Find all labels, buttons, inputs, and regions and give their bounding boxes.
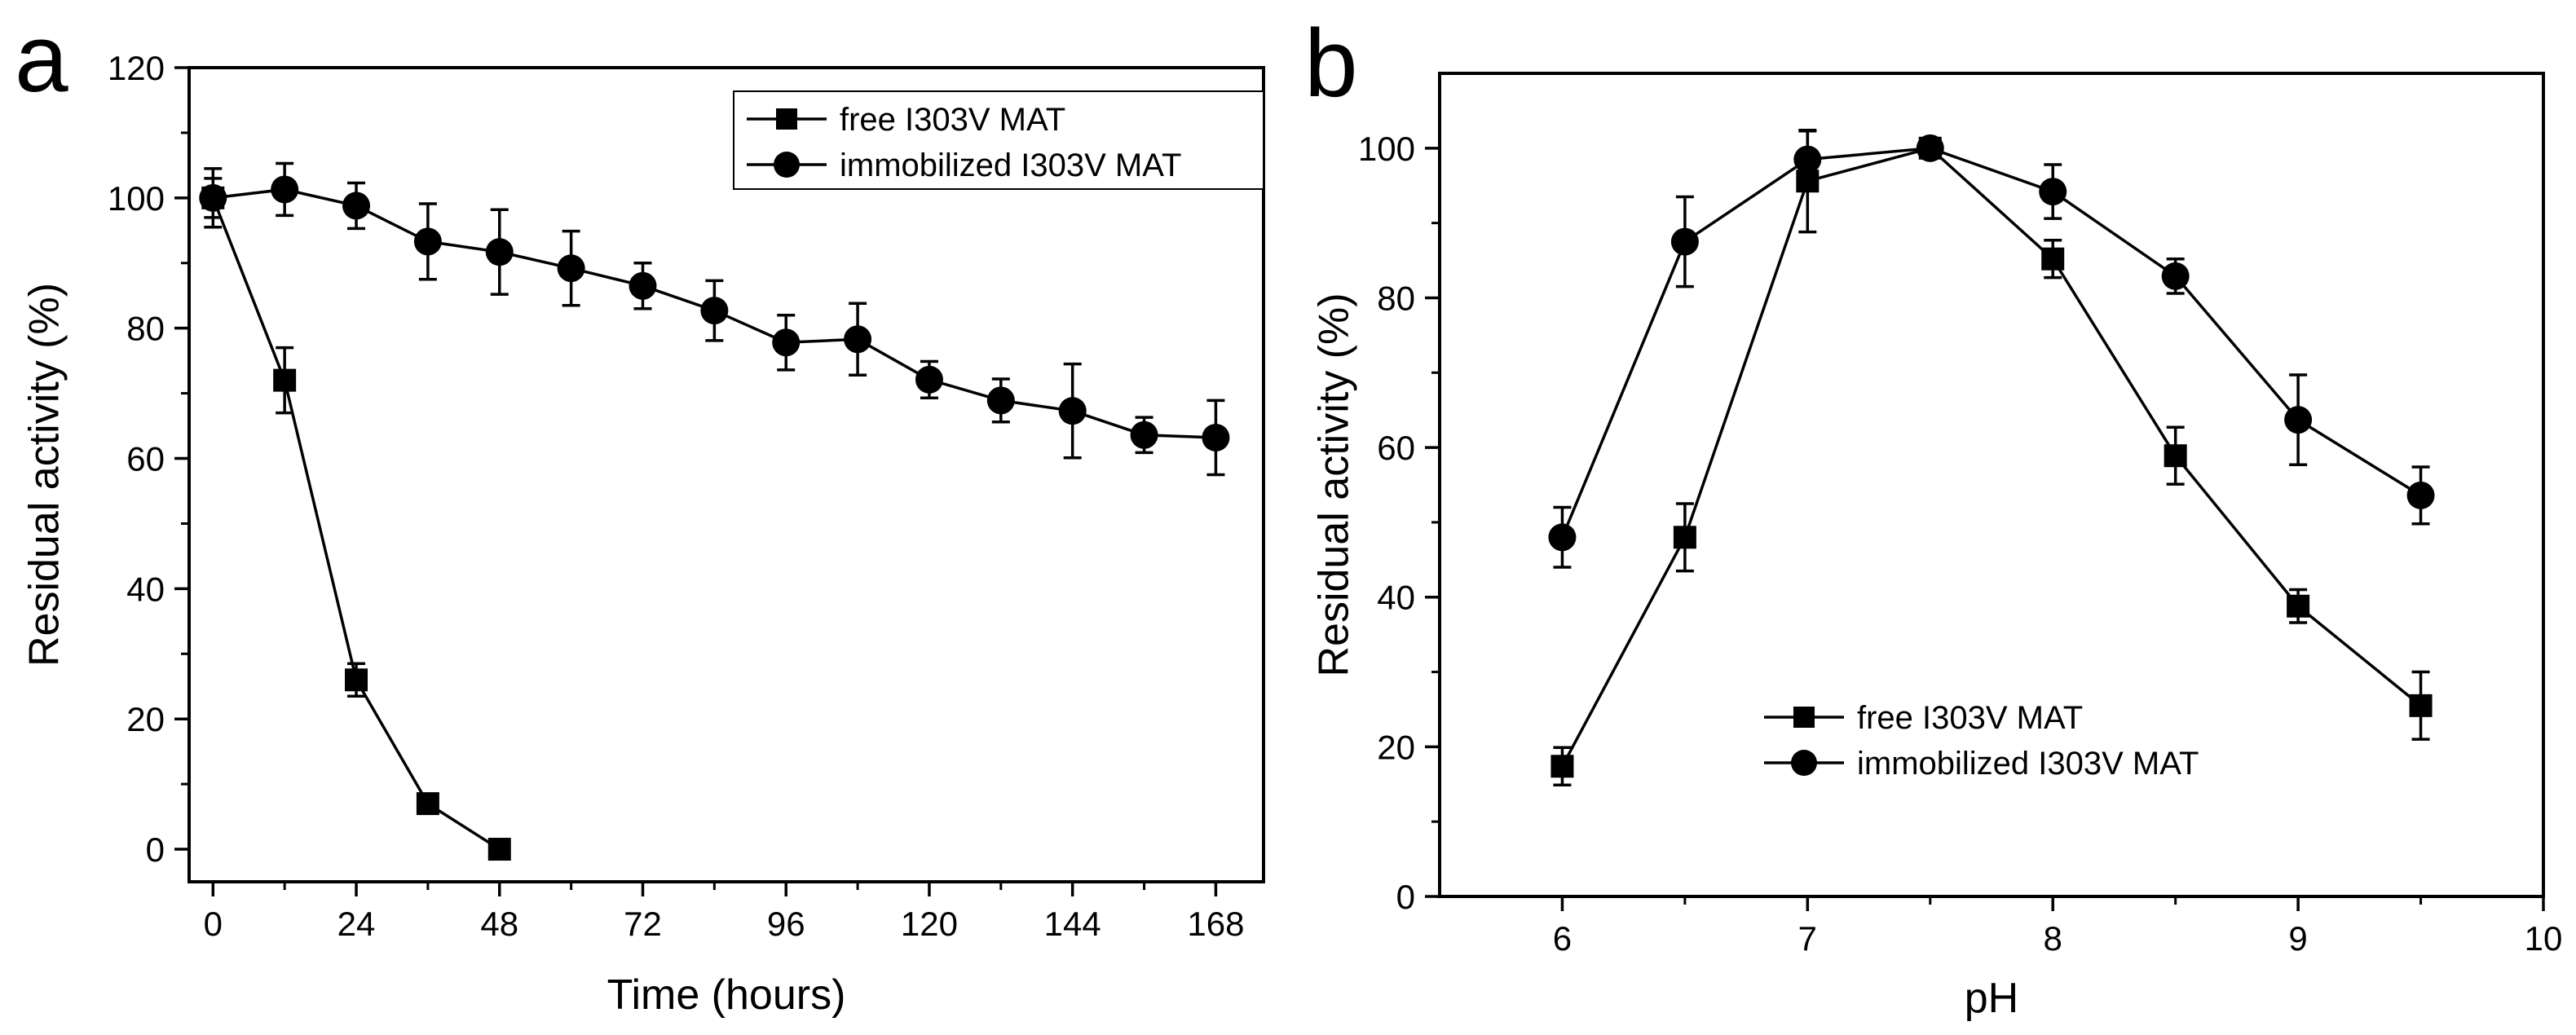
panel-b-y-axis-title: Residual activity (%): [1311, 293, 1358, 676]
panel-a-y-tick-label: 20: [126, 700, 165, 738]
panel-b-legend: free I303V MAT immobilized I303V MAT: [1764, 700, 2199, 782]
panel-b-series-immobilized-point: [2039, 178, 2067, 206]
panel-a-x-tick-label: 48: [480, 905, 518, 943]
panel-a-y-tick-label: 120: [108, 49, 165, 87]
panel-b-x-tick-label: 7: [1798, 919, 1817, 958]
panel-a-legend: free I303V MAT immobilized I303V MAT: [733, 90, 1264, 190]
panel-b-series-immobilized: [1548, 129, 2435, 569]
panel-a-series-immobilized-point: [772, 328, 801, 357]
panel-b-legend-marker-square: [1793, 707, 1815, 728]
panel-b-series-immobilized-point: [2284, 406, 2313, 434]
panel-a-series-immobilized-point: [199, 183, 227, 212]
panel-a-x-tick-label: 168: [1187, 905, 1244, 943]
panel-letter-a: a: [15, 5, 68, 112]
panel-a-x-tick-label: 72: [624, 905, 662, 943]
panel-b-series-immobilized-point: [1670, 227, 1699, 256]
panel-a-x-tick-label: 96: [767, 905, 805, 943]
panel-b-y-tick-label: 80: [1377, 279, 1415, 317]
panel-a-plot-frame: [187, 66, 1265, 883]
panel-a-x-tick-label: 0: [204, 905, 223, 943]
panel-b-x-tick-label: 8: [2044, 919, 2062, 958]
panel-b-series-free-point: [2287, 594, 2310, 618]
panel-a-y-tick-label: 100: [108, 179, 165, 218]
panel-a-legend-marker-square: [776, 108, 797, 130]
panel-b-series-free-point: [1550, 755, 1574, 778]
panel-b-legend-label: free I303V MAT: [1857, 700, 2083, 736]
panel-b-x-tick-label: 9: [2288, 919, 2307, 958]
panel-b-plot-frame: [1438, 72, 2545, 898]
panel-a-y-tick-label: 80: [126, 310, 165, 348]
panel-a: a 0 24 48 72 96 120 144 168 0 20 40 60 80 100 120 Time …: [15, 5, 1265, 1019]
panel-a-y-tick-label: 40: [126, 570, 165, 608]
panel-a-legend-label: immobilized I303V MAT: [840, 148, 1181, 183]
panel-a-series-immobilized-point: [844, 325, 872, 354]
panel-a-legend-marker-circle: [774, 152, 800, 178]
panel-b-series-free-point: [2041, 247, 2065, 271]
panel-b-series-immobilized-point: [1916, 134, 1944, 162]
panel-b-x-tick-label: 6: [1553, 919, 1572, 958]
panel-b-series-immobilized-point: [2161, 262, 2190, 290]
panel-b-y-tick-label: 40: [1377, 579, 1415, 617]
panel-a-y-tick-label: 60: [126, 440, 165, 478]
panel-b-x-axis-title: pH: [1965, 975, 2018, 1022]
panel-a-y-tick-label: 0: [146, 830, 165, 869]
panel-a-series-immobilized-point: [700, 297, 729, 325]
panel-a-series-immobilized-point: [629, 271, 657, 300]
panel-a-series-free-line: [211, 197, 501, 851]
panel-b-series-free-point: [1673, 526, 1696, 549]
panel-a-series-immobilized: [199, 161, 1230, 477]
panel-a-series-free-point: [416, 792, 439, 816]
panel-a-series-immobilized-point: [1058, 397, 1087, 425]
panel-a-series-immobilized-point: [1202, 423, 1230, 451]
panel-a-series-immobilized-point: [485, 238, 514, 266]
panel-a-series-immobilized-point: [342, 192, 371, 220]
panel-b-series-immobilized-point: [2406, 481, 2435, 509]
panel-a-series-immobilized-point: [915, 365, 943, 394]
panel-a-x-axis-title: Time (hours): [607, 971, 846, 1019]
panel-b-x-tick-label: 10: [2525, 919, 2563, 958]
panel-b-legend-label: immobilized I303V MAT: [1857, 746, 2199, 782]
panel-b-series-immobilized-point: [1548, 523, 1577, 552]
panel-b-series-free-point: [2164, 444, 2187, 468]
panel-a-series-immobilized-point: [271, 175, 299, 204]
panel-a-x-tick-label: 144: [1044, 905, 1101, 943]
panel-b-series-free-line: [1560, 146, 2422, 768]
panel-a-legend-label: free I303V MAT: [840, 102, 1065, 138]
panel-a-series-immobilized-point: [557, 254, 585, 283]
panel-b-legend-marker-circle: [1791, 750, 1817, 776]
panel-letter-b: b: [1304, 10, 1358, 117]
panel-a-series-free: [201, 177, 511, 861]
panel-b-series-immobilized-line: [1560, 147, 2422, 538]
panel-a-x-tick-label: 24: [337, 905, 376, 943]
panel-b-series-immobilized-point: [1793, 145, 1822, 174]
panel-a-series-free-point: [273, 368, 297, 392]
panel-b-series-free-point: [2409, 694, 2433, 717]
panel-b-y-tick-label: 20: [1377, 728, 1415, 766]
panel-a-series-immobilized-point: [986, 386, 1015, 415]
panel-a-series-free-point: [345, 668, 368, 692]
panel-a-series-free-point: [487, 838, 511, 861]
panel-b-y-tick-label: 100: [1358, 130, 1415, 168]
panel-b-y-tick-label: 60: [1377, 429, 1415, 467]
panel-a-series-immobilized-point: [1130, 421, 1158, 449]
panel-b-y-tick-label: 0: [1396, 878, 1415, 916]
panel-a-x-tick-label: 120: [901, 905, 958, 943]
panel-a-legend-box: [733, 90, 1264, 190]
panel-a-y-axis-title: Residual activity (%): [21, 283, 68, 667]
panel-a-series-immobilized-point: [413, 227, 442, 256]
